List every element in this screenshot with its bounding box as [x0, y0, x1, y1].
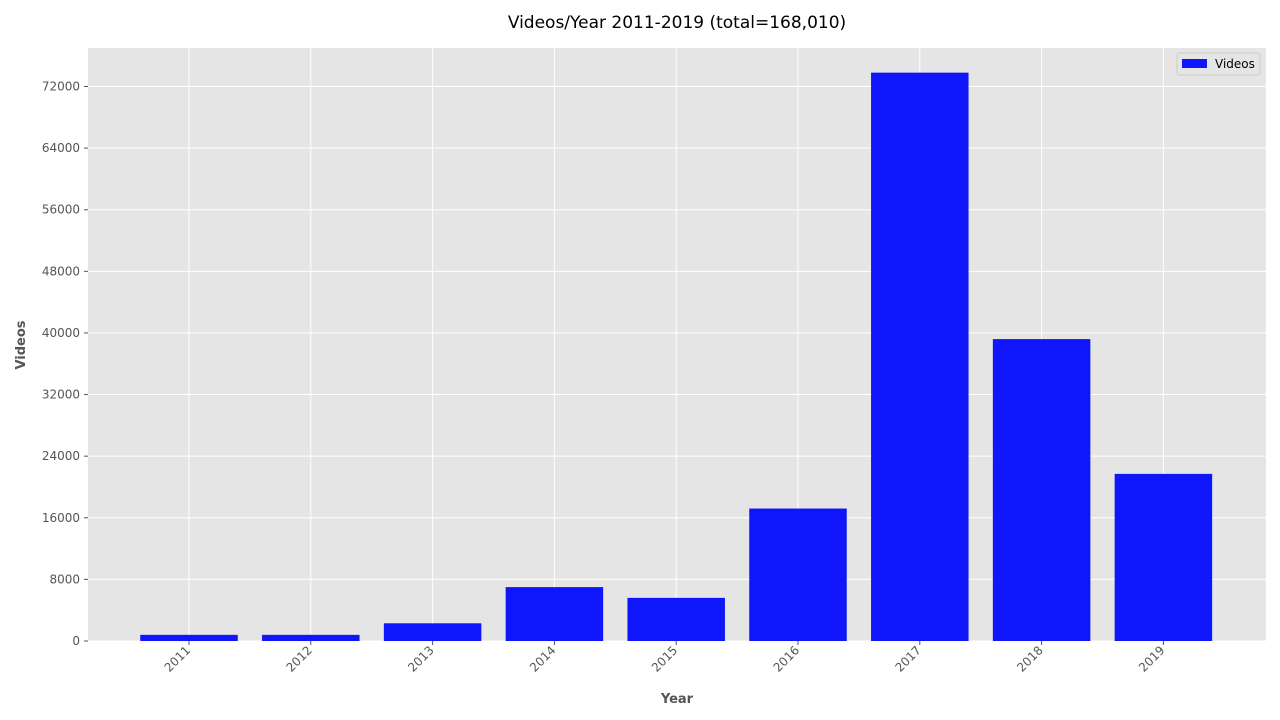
x-tick-label: 2019 [1136, 643, 1167, 674]
y-axis-label: Videos [14, 320, 29, 369]
x-axis: 2011 2012 2013 2014 2015 2016 2017 2018 2019 [162, 641, 1168, 675]
y-tick-label: 48000 [42, 264, 80, 278]
x-tick-label: 2013 [405, 643, 436, 674]
bar-series [140, 72, 1213, 641]
x-tick-label: 2012 [283, 643, 314, 674]
y-tick-label: 8000 [49, 572, 80, 586]
y-tick-label: 32000 [42, 388, 80, 402]
x-tick-label: 2016 [771, 643, 802, 674]
x-axis-label: Year [660, 692, 694, 707]
y-tick-label: 40000 [42, 326, 80, 340]
y-tick-label: 24000 [42, 449, 80, 463]
chart-title: Videos/Year 2011-2019 (total=168,010) [508, 13, 846, 33]
x-tick-label: 2017 [892, 643, 923, 674]
legend-box [1176, 52, 1261, 76]
bar-2016 [749, 508, 847, 641]
y-tick-label: 64000 [42, 141, 80, 155]
x-tick-label: 2014 [527, 643, 558, 674]
bar-2018 [992, 339, 1091, 641]
y-tick-label: 72000 [42, 80, 80, 94]
legend-swatch-videos [1182, 59, 1207, 68]
legend-label-videos: Videos [1215, 57, 1255, 71]
bar-2013 [383, 623, 482, 641]
y-tick-label: 16000 [42, 511, 80, 525]
bar-2011 [140, 634, 238, 641]
bar-2019 [1114, 473, 1213, 641]
legend: Videos [1176, 52, 1261, 76]
bar-2015 [627, 597, 725, 641]
x-tick-label: 2015 [649, 643, 680, 674]
bar-2014 [505, 587, 604, 641]
bar-2017 [871, 72, 969, 641]
y-tick-label: 0 [72, 634, 80, 648]
x-tick-label: 2011 [162, 643, 193, 674]
y-tick-label: 56000 [42, 203, 80, 217]
x-tick-label: 2018 [1014, 643, 1045, 674]
bar-2012 [262, 634, 360, 641]
y-axis: 0 8000 16000 24000 32000 40000 48000 56000 64000… [42, 80, 88, 648]
